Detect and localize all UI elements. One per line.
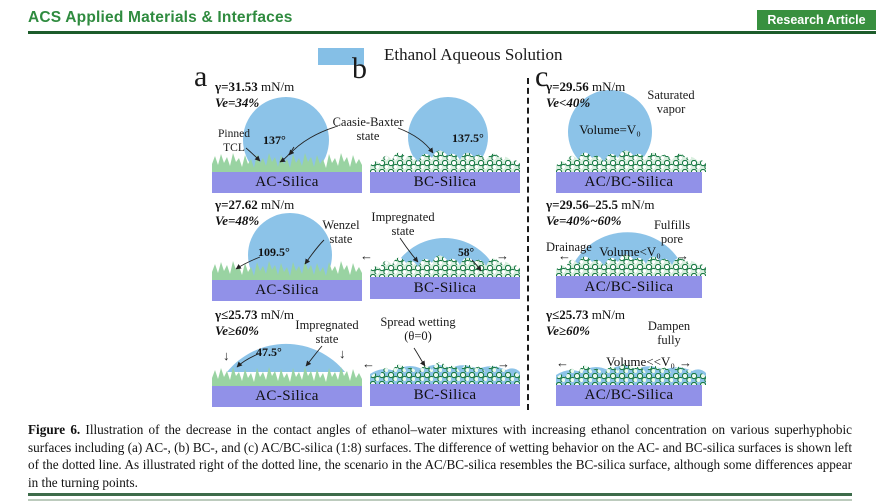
substrate-b1: BC-Silica <box>370 172 520 193</box>
contact-angle-a1: 137° <box>263 133 286 147</box>
panel-a2-art <box>212 213 362 297</box>
panel-c1-art <box>556 90 706 174</box>
volume-label-c1: Volume=V₀ <box>579 122 641 137</box>
panel-a1-gamma: γ=31.53 mN/m <box>215 79 295 94</box>
substrate-b3: BC-Silica <box>370 384 520 406</box>
state-wenzel: Wenzel state <box>322 218 360 246</box>
spread-left-arrow-icon: ← <box>362 356 375 371</box>
spread-right-arrow-icon: → <box>497 356 510 371</box>
research-article-badge: Research Article <box>757 10 876 30</box>
bottom-rule-light <box>28 499 852 501</box>
substrate-c3: AC/BC-Silica <box>556 385 702 406</box>
contact-angle-b1: 137.5° <box>452 131 484 145</box>
note-drainage: Drainage <box>546 240 592 254</box>
substrate-a3: AC-Silica <box>212 386 362 407</box>
panel-c3-gamma: γ≤25.73 mN/m <box>546 307 625 322</box>
note-dampen-fully: Dampen fully <box>647 319 691 347</box>
figure-caption-label: Figure 6. <box>28 422 81 437</box>
panel-b1-art <box>370 97 520 177</box>
substrate-c1: AC/BC-Silica <box>556 172 702 193</box>
dashed-divider <box>527 78 529 410</box>
spread-right-arrow-icon: → <box>496 248 509 263</box>
panel-a2-ve: Ve=48% <box>215 213 260 228</box>
panel-c1-ve: Ve<40% <box>546 95 591 110</box>
column-label-a: a <box>194 60 208 93</box>
column-label-c: c <box>535 60 549 93</box>
contact-angle-b2: 58° <box>458 247 475 259</box>
state-spread-wetting: Spread wetting (θ=0) <box>380 315 456 343</box>
legend-swatch-droplet-color <box>318 48 364 65</box>
panel-a3-gamma: γ≤25.73 mN/m <box>215 307 294 322</box>
journal-title: ACS Applied Materials & Interfaces <box>28 9 293 26</box>
panel-c2-ve: Ve=40%~60% <box>546 213 622 228</box>
spread-left-arrow-icon: ← <box>360 248 373 263</box>
volume-label-c2: Volume<V₀ <box>599 244 661 259</box>
substrate-label: AC-Silica <box>255 388 319 404</box>
panel-a2-gamma: γ=27.62 mN/m <box>215 197 295 212</box>
panel-a1-ve: Ve=34% <box>215 95 260 110</box>
state-impregnated-b2: Impregnated state <box>371 210 435 238</box>
panel-c2-art <box>556 232 706 276</box>
drainage-left-arrow-icon: ← <box>558 248 571 263</box>
figure-caption-text: Illustration of the decrease in the cont… <box>28 422 853 490</box>
substrate-label: AC-Silica <box>255 174 319 190</box>
substrate-label: AC-Silica <box>255 282 319 298</box>
panel-c3-ve: Ve≥60% <box>546 323 590 338</box>
state-cassie-baxter: Caasie-Baxter state <box>332 115 404 143</box>
spread-left-arrow-icon: ← <box>556 355 569 370</box>
sink-down-arrow-icon: ↓ <box>339 346 346 361</box>
bottom-rule-dark <box>28 493 852 496</box>
contact-angle-a2: 109.5° <box>258 245 290 259</box>
substrate-label: BC-Silica <box>413 174 477 190</box>
note-pinned-tcl: Pinned TCL <box>218 128 250 154</box>
header-rule <box>28 31 876 34</box>
panel-a3-ve: Ve≥60% <box>215 323 259 338</box>
note-saturated-vapor: Saturated vapor <box>647 88 695 116</box>
substrate-a1: AC-Silica <box>212 172 362 193</box>
column-label-b: b <box>352 52 367 85</box>
figure-caption: Figure 6. Illustration of the decrease i… <box>28 421 852 491</box>
drainage-right-arrow-icon: → <box>676 248 689 263</box>
substrate-c2: AC/BC-Silica <box>556 276 702 298</box>
droplet <box>227 343 345 372</box>
legend-label: Ethanol Aqueous Solution <box>384 45 563 64</box>
bead-surface <box>370 150 520 172</box>
panel-c2-gamma: γ=29.56–25.5 mN/m <box>546 197 655 212</box>
substrate-label: BC-Silica <box>413 279 477 296</box>
panel-c1-gamma: γ=29.56 mN/m <box>546 79 626 94</box>
substrate-b2: BC-Silica <box>370 277 520 299</box>
substrate-a2: AC-Silica <box>212 280 362 301</box>
volume-label-c3: Volume<<V₀ <box>606 354 675 369</box>
substrate-label: AC/BC-Silica <box>584 174 674 190</box>
note-fulfills-pore: Fulfills pore <box>653 218 691 246</box>
state-impregnated-a3: Impregnated state <box>295 318 359 346</box>
panel-b2-art <box>370 237 520 277</box>
substrate-label: AC/BC-Silica <box>584 387 674 403</box>
spread-right-arrow-icon: → <box>679 355 692 370</box>
substrate-label: BC-Silica <box>413 386 477 403</box>
substrate-label: AC/BC-Silica <box>584 278 674 295</box>
sink-down-arrow-icon: ↓ <box>223 348 230 363</box>
panel-a1-art <box>212 97 362 183</box>
contact-angle-a3: 47.5° <box>256 345 282 359</box>
